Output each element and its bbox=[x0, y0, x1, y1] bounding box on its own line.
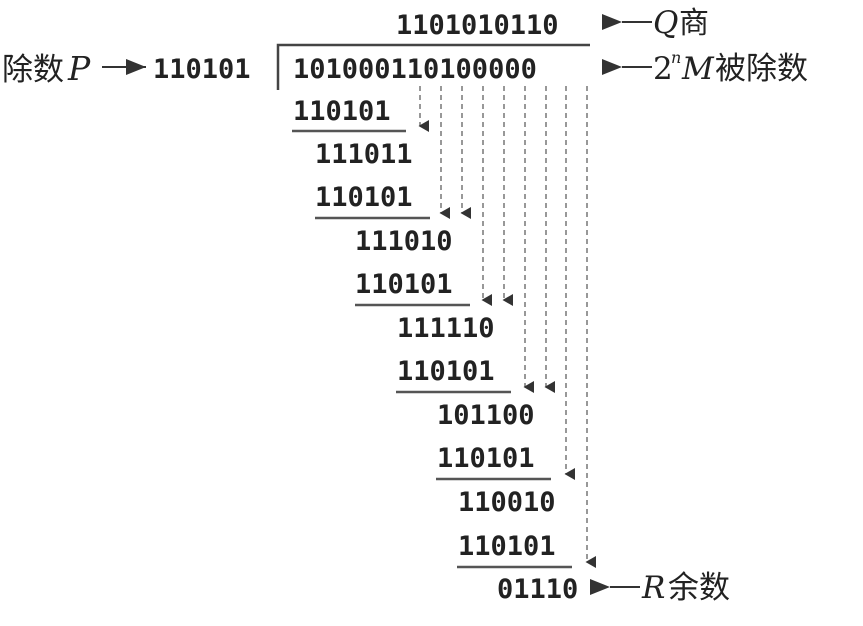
remainder-label-text: 余数 bbox=[668, 570, 730, 606]
step-5-value: 110101 bbox=[355, 269, 453, 300]
quotient-label-symbol: Q bbox=[653, 5, 678, 41]
step-2-value: 111011 bbox=[315, 139, 413, 170]
dividend-label-symbol: M bbox=[681, 51, 715, 87]
step-3-value: 110101 bbox=[315, 182, 413, 213]
divisor-label-symbol: P bbox=[67, 49, 91, 88]
dividend-label-prefix: 2 bbox=[653, 51, 673, 87]
remainder-label-symbol: R bbox=[641, 570, 665, 606]
remainder-value: 01110 bbox=[497, 574, 578, 605]
step-9-value: 110101 bbox=[437, 443, 535, 474]
divisor-value: 110101 bbox=[153, 54, 251, 85]
divisor-label-text: 除数 bbox=[2, 52, 64, 88]
step-11-value: 110101 bbox=[458, 531, 556, 562]
quotient-label-text: 商 bbox=[679, 6, 709, 41]
step-10-value: 110010 bbox=[458, 487, 556, 518]
step-8-value: 101100 bbox=[437, 400, 535, 431]
dividend-label-exponent: n bbox=[671, 48, 681, 67]
quotient-value: 1101010110 bbox=[396, 10, 559, 41]
step-7-value: 110101 bbox=[397, 356, 495, 387]
step-6-value: 111110 bbox=[397, 313, 495, 344]
step-1-value: 110101 bbox=[293, 96, 391, 127]
division-bracket bbox=[276, 43, 590, 90]
dividend-value: 101000110100000 bbox=[293, 54, 537, 85]
dividend-label-text: 被除数 bbox=[715, 51, 808, 87]
step-4-value: 111010 bbox=[355, 226, 453, 257]
